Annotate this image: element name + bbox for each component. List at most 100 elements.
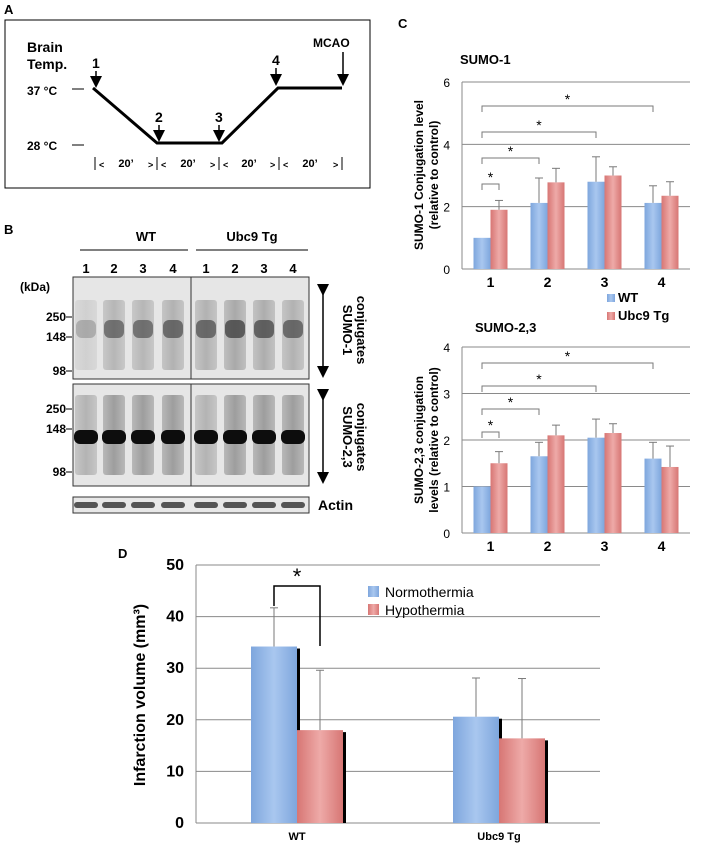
legend-swatch-hypothermia: [368, 604, 379, 615]
y-tick-label: 50: [166, 557, 184, 574]
y-tick-label: 10: [166, 763, 184, 780]
y-axis-label: SUMO-1 Conjugation level: [412, 100, 426, 250]
blot-lane-label: 4: [169, 261, 177, 276]
x-tick-label: 4: [658, 274, 666, 290]
significance-bracket: [481, 431, 500, 438]
y-tick-label: 3: [443, 388, 450, 402]
blot-band: [102, 430, 126, 444]
y-axis-label: SUMO-2,3 conjugation: [412, 376, 426, 504]
blot-lane-label: 3: [260, 261, 267, 276]
significance-star: *: [488, 417, 494, 433]
blot-band: [252, 430, 276, 444]
blot-unit: (kDa): [20, 280, 50, 294]
bar-ubc9-tg: [604, 433, 622, 533]
actin-band: [252, 502, 276, 508]
y-tick-label: 0: [443, 527, 450, 541]
significance-star: *: [508, 143, 514, 159]
significance-bracket: [481, 105, 654, 112]
interval-2: 20’: [180, 158, 195, 170]
significance-star: *: [565, 91, 571, 107]
legend-swatch-wt: [607, 294, 615, 302]
marker-top-98: 98: [53, 364, 67, 378]
bar-ubc9-tg: [547, 182, 565, 269]
significance-star: *: [508, 394, 514, 410]
y-tick-label: 30: [166, 660, 184, 677]
actin-band: [223, 502, 247, 508]
bar-wt: [530, 202, 548, 269]
y-tick-label: 6: [443, 76, 450, 90]
blot-band: [194, 430, 218, 444]
blot-lane-label: 3: [139, 261, 146, 276]
temp-high-label: 37 °C: [27, 84, 57, 98]
bar-normothermia: [251, 646, 297, 823]
significance-star: *: [488, 169, 494, 185]
blot-label-top-2: conjugates: [354, 296, 369, 365]
y-tick-label: 4: [443, 341, 450, 355]
bar-wt: [587, 181, 605, 269]
y-axis-label: levels (relative to control): [427, 367, 441, 512]
blot-band: [223, 430, 247, 444]
blot-band: [196, 320, 216, 338]
bar-hypothermia: [297, 730, 343, 823]
blot-band: [161, 430, 185, 444]
panel-label-a: A: [4, 2, 14, 17]
temp-low-label: 28 °C: [27, 139, 57, 153]
significance-bracket: [481, 157, 540, 164]
y-tick-label: 0: [175, 815, 184, 832]
chart-sumo23: SUMO-2,3 0 1 2 3 4 1 2 3 4 * * * * SUMO-2,3 conjugatio…: [412, 320, 690, 554]
bar-wt: [644, 458, 662, 533]
significance-star: *: [293, 564, 302, 589]
chart-title: SUMO-2,3: [475, 320, 536, 335]
marker-bottom-98: 98: [53, 465, 67, 479]
blot-band: [225, 320, 245, 338]
timepoint-2: 2: [155, 109, 163, 125]
y-tick-label: 2: [443, 201, 450, 215]
y-tick-label: 0: [443, 263, 450, 277]
marker-top-250: 250: [46, 310, 66, 324]
blot-band: [281, 430, 305, 444]
x-tick-label: WT: [288, 831, 305, 843]
panel-label-c: C: [398, 16, 408, 31]
panel-label-d: D: [118, 546, 127, 561]
significance-bracket: [273, 585, 321, 646]
legend-label-normothermia: Normothermia: [385, 584, 474, 600]
legend-swatch-normothermia: [368, 586, 379, 597]
blot-band: [163, 320, 183, 338]
mcao-label: MCAO: [313, 36, 350, 50]
timepoint-4: 4: [272, 52, 280, 68]
x-tick-label: 2: [544, 274, 552, 290]
y-tick-label: 40: [166, 609, 184, 626]
blot-band: [74, 430, 98, 444]
blot-smear: [75, 300, 97, 370]
blot-group-wt: WT: [136, 229, 156, 244]
chart-sumo1: SUMO-1 0 2 4 6 1 2 3 4 * * * * SUMO-1 Conjugation lev…: [412, 52, 690, 323]
significance-star: *: [565, 348, 571, 364]
marker-top-148: 148: [46, 330, 66, 344]
blot-group-tg: Ubc9 Tg: [226, 229, 277, 244]
y-tick-label: 4: [443, 138, 450, 152]
bar-hypothermia: [499, 738, 545, 823]
legend-label-tg: Ubc9 Tg: [618, 308, 669, 323]
blot-lane-label: 1: [202, 261, 209, 276]
x-tick-label: 3: [601, 274, 609, 290]
svg-text:>: >: [333, 160, 338, 170]
temperature-curve: [92, 86, 342, 145]
panel-label-b: B: [4, 222, 13, 237]
blot-band: [254, 320, 274, 338]
x-tick-label: Ubc9 Tg: [477, 831, 520, 843]
blot-label-bottom-1: SUMO-2,3: [340, 406, 355, 467]
significance-bracket: [481, 131, 597, 138]
bar-ubc9-tg: [547, 435, 565, 533]
actin-band: [281, 502, 305, 508]
actin-band: [74, 502, 98, 508]
blot-lane-label: 2: [231, 261, 238, 276]
timepoint-1: 1: [92, 55, 100, 71]
blot-lane-labels: 1 2 3 4 1 2 3 4: [82, 261, 297, 276]
protocol-y-title-1: Brain: [27, 39, 63, 55]
bar-ubc9-tg: [661, 195, 679, 269]
svg-text:>: >: [270, 160, 275, 170]
y-tick-label: 2: [443, 434, 450, 448]
actin-band: [161, 502, 185, 508]
protocol-y-title-2: Temp.: [27, 56, 67, 72]
bar-wt: [644, 202, 662, 269]
